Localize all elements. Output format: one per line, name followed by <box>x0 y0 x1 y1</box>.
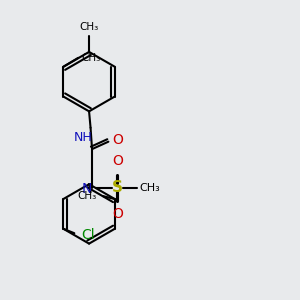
Text: CH₃: CH₃ <box>80 22 99 32</box>
Text: CH₃: CH₃ <box>81 53 101 63</box>
Text: O: O <box>112 154 123 168</box>
Text: S: S <box>112 180 123 195</box>
Text: CH₃: CH₃ <box>78 191 97 201</box>
Text: CH₃: CH₃ <box>140 183 160 193</box>
Text: N: N <box>82 182 92 196</box>
Text: NH: NH <box>74 131 92 144</box>
Text: Cl: Cl <box>81 228 95 242</box>
Text: O: O <box>112 133 123 147</box>
Text: O: O <box>112 207 123 221</box>
